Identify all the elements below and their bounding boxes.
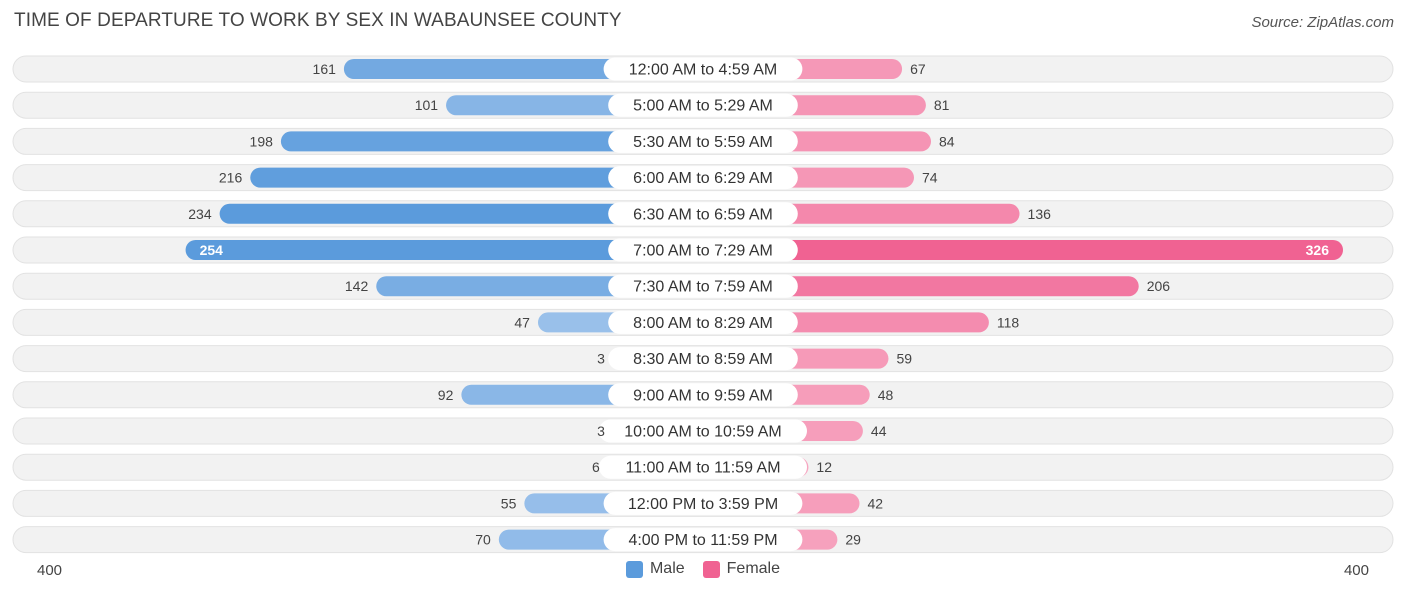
- category-label-pill: [603, 528, 803, 552]
- category-label: 6:30 AM to 6:59 AM: [633, 206, 773, 223]
- axis-max-label: 400: [1343, 562, 1369, 579]
- category-label-pill: [608, 238, 798, 262]
- male-value-label: 161: [313, 61, 337, 77]
- male-value-label: 254: [200, 242, 224, 258]
- male-value-label: 92: [438, 387, 454, 403]
- female-value-label: 29: [845, 532, 861, 548]
- category-label-pill: [608, 93, 798, 117]
- male-bar: [219, 203, 704, 224]
- category-label: 5:00 AM to 5:29 AM: [633, 98, 773, 115]
- category-label-pill: [599, 419, 807, 443]
- category-label: 11:00 AM to 11:59 AM: [625, 460, 780, 477]
- female-value-label: 206: [1147, 278, 1171, 294]
- female-value-label: 42: [868, 495, 884, 511]
- male-value-label: 216: [219, 170, 243, 186]
- category-label: 4:00 PM to 11:59 PM: [628, 532, 777, 549]
- category-label-pill: [608, 129, 798, 153]
- category-label: 12:00 AM to 4:59 AM: [629, 62, 778, 79]
- male-bar: [250, 167, 703, 188]
- female-value-label: 136: [1028, 206, 1052, 222]
- female-value-label: 12: [816, 459, 832, 475]
- female-bar: [703, 276, 1139, 297]
- category-label-pill: [603, 491, 803, 515]
- legend-item-male: Male: [625, 560, 685, 578]
- category-label: 7:30 AM to 7:59 AM: [633, 279, 773, 296]
- male-value-label: 3: [597, 351, 605, 367]
- category-label: 8:00 AM to 8:29 AM: [633, 315, 773, 332]
- category-label: 5:30 AM to 5:59 AM: [633, 134, 773, 151]
- category-label: 9:00 AM to 9:59 AM: [633, 387, 773, 404]
- legend-item-female: Female: [702, 560, 781, 578]
- category-label: 6:00 AM to 6:29 AM: [633, 170, 773, 187]
- category-label-pill: [608, 166, 798, 190]
- female-swatch: [702, 560, 720, 578]
- male-value-label: 70: [475, 532, 491, 548]
- male-value-label: 55: [501, 495, 517, 511]
- female-value-label: 81: [934, 97, 950, 113]
- female-value-label: 44: [871, 423, 887, 439]
- category-label: 10:00 AM to 10:59 AM: [624, 424, 781, 441]
- legend-male-label: Male: [649, 560, 685, 577]
- female-value-label: 74: [922, 170, 938, 186]
- category-label-pill: [608, 347, 798, 371]
- category-label: 7:00 AM to 7:29 AM: [633, 243, 773, 260]
- category-label-pill: [608, 274, 798, 298]
- legend-female-label: Female: [726, 560, 781, 577]
- male-value-label: 101: [415, 97, 439, 113]
- male-swatch: [625, 560, 643, 578]
- male-value-label: 142: [345, 278, 369, 294]
- category-label-pill: [599, 455, 807, 479]
- female-value-label: 67: [910, 61, 926, 77]
- category-label-pill: [603, 57, 803, 81]
- axis-min-label: 400: [37, 562, 63, 579]
- male-value-label: 6: [592, 459, 600, 475]
- female-value-label: 84: [939, 133, 955, 149]
- category-label-pill: [608, 310, 798, 334]
- female-bar: [703, 240, 1344, 260]
- category-label: 12:00 PM to 3:59 PM: [628, 496, 778, 513]
- female-value-label: 59: [896, 351, 912, 367]
- female-value-label: 48: [878, 387, 894, 403]
- male-value-label: 234: [188, 206, 212, 222]
- source-label: Source: ZipAtlas.com: [1251, 14, 1394, 31]
- female-value-label: 118: [997, 314, 1020, 330]
- category-label-pill: [608, 202, 798, 226]
- chart-title: TIME OF DEPARTURE TO WORK BY SEX IN WABA…: [14, 10, 622, 31]
- female-value-label: 326: [1306, 242, 1330, 258]
- male-value-label: 47: [514, 314, 530, 330]
- male-bar: [185, 240, 703, 260]
- male-bar: [280, 131, 703, 152]
- male-value-label: 3: [597, 423, 605, 439]
- legend: Male Female: [0, 560, 1406, 578]
- category-label: 8:30 AM to 8:59 AM: [633, 351, 773, 368]
- category-label-pill: [608, 383, 798, 407]
- male-value-label: 198: [250, 133, 274, 149]
